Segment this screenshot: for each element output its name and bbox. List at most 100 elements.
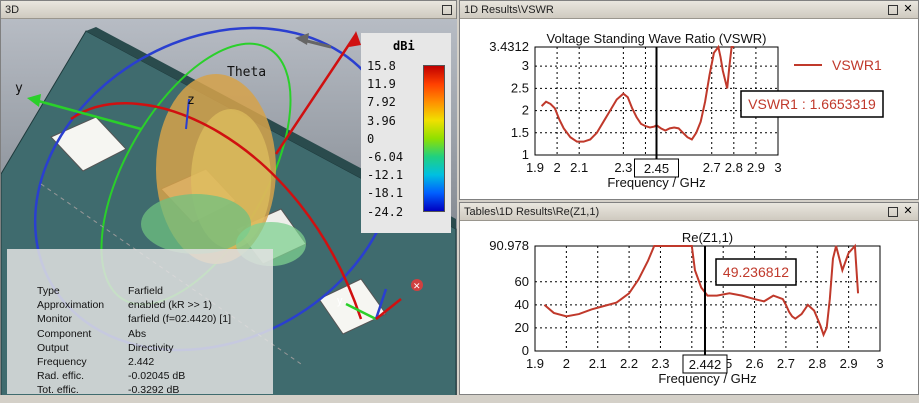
panel-vswr: 1D Results\VSWR ✕ Voltage Standing Wave …	[459, 0, 919, 200]
y-tick-label: 0	[522, 343, 529, 358]
legend-value: 15.8	[367, 59, 396, 73]
y-axis-arrowhead	[27, 94, 41, 107]
y-tick-label: 60	[515, 274, 529, 289]
legend-value: -18.1	[367, 186, 404, 201]
y-tick-label: 20	[515, 320, 529, 335]
marker-x-box	[634, 158, 679, 178]
x-tick-label: 2.9	[747, 160, 765, 175]
info-label: Rad. effic.	[37, 370, 85, 383]
legend-value: -12.1	[367, 168, 404, 183]
x-axis-label: Frequency / GHz	[658, 371, 756, 386]
panel-3d-title: 3D	[5, 4, 20, 16]
x-tick-label: 2.3	[651, 356, 669, 371]
info-value: Abs	[128, 327, 147, 340]
y-tick-label: 2	[522, 103, 529, 118]
legend-colorbar	[423, 65, 445, 212]
vswr-maximize-button[interactable]	[888, 5, 898, 15]
x-tick-label: 2.7	[703, 160, 721, 175]
y-tick-label: 90.978	[489, 238, 529, 253]
maximize-button[interactable]	[442, 5, 452, 15]
x-tick-label: 2	[553, 160, 560, 175]
info-label: Component	[37, 327, 92, 340]
info-value: enabled (kR >> 1)	[128, 299, 213, 312]
legend-unit: dBi	[393, 39, 415, 53]
x-tick-label: 2.6	[746, 356, 764, 371]
vswr-chart[interactable]: Voltage Standing Wave Ratio (VSWR) 1.9 2 2.…	[460, 19, 918, 199]
panel-rez: Tables\1D Results\Re(Z1,1) ✕ Re(Z1,1) 1.9…	[459, 202, 919, 395]
rez-close-button[interactable]: ✕	[903, 205, 913, 217]
x-tick-label: 3	[774, 160, 781, 175]
y-tick-label: 40	[515, 297, 529, 312]
info-label: Output	[37, 341, 69, 354]
panel-vswr-title: 1D Results\VSWR	[464, 4, 554, 16]
color-legend: dBi 15.8 11.9 7.92 3.96 0 -6.04 -12.1 -18.1 -24.…	[361, 33, 451, 233]
marker-value: VSWR1 : 1.6653319	[748, 96, 876, 112]
series-line	[543, 243, 860, 338]
x-tick-label: 3	[876, 356, 883, 371]
plot-frame	[534, 245, 881, 352]
x-tick-label: 2	[563, 356, 570, 371]
x-axis-label: Frequency / GHz	[607, 175, 705, 190]
legend-label: VSWR1	[832, 57, 882, 73]
red-arrowhead	[349, 31, 361, 47]
chart-title: Voltage Standing Wave Ratio (VSWR)	[547, 31, 767, 46]
x-tick-label: 2.3	[614, 160, 632, 175]
legend-value: -6.04	[367, 150, 404, 164]
marker-value-box	[740, 90, 884, 118]
legend-value: 7.92	[367, 95, 396, 110]
info-value: Farfield	[128, 285, 164, 297]
marker-value: 49.236812	[723, 264, 789, 280]
axis-z-label: z	[187, 93, 195, 108]
panel-3d: 3D	[0, 0, 457, 396]
info-value: Directivity	[128, 341, 174, 354]
x-tick-label: 2.1	[589, 356, 607, 371]
theta-arc	[70, 102, 363, 320]
farfield-3d-view[interactable]: ✕ y Theta y z dBi 15.8 11.9 7.92 3.96 0 -6.04…	[1, 19, 457, 396]
info-label: Tot. effic.	[37, 384, 79, 396]
info-value: 2.442	[128, 356, 155, 368]
legend-value: 11.9	[367, 77, 396, 92]
y-axis-line	[30, 97, 142, 131]
x-tick-label: 2.7	[777, 356, 795, 371]
info-value: farfield (f=02.4420) [1]	[128, 313, 232, 326]
x-tick-label: 2.8	[725, 160, 743, 175]
status-strip	[0, 395, 919, 403]
vswr-close-button[interactable]: ✕	[903, 3, 913, 15]
info-label: Monitor	[37, 313, 73, 326]
panel-vswr-titlebar: 1D Results\VSWR ✕	[460, 1, 918, 19]
panel-rez-title: Tables\1D Results\Re(Z1,1)	[464, 206, 600, 218]
theta-label: Theta	[227, 65, 267, 80]
y-tick-label: 1	[522, 147, 529, 162]
patch-1	[50, 116, 127, 172]
chart-title: Re(Z1,1)	[682, 230, 733, 245]
rez-maximize-button[interactable]	[888, 207, 898, 217]
z-axis-line	[185, 98, 190, 130]
y-tick-label: 3.4312	[489, 39, 529, 54]
panel-3d-titlebar: 3D	[1, 1, 456, 19]
triad-y-label: y	[337, 295, 343, 307]
svg-text:✕: ✕	[413, 281, 421, 291]
y-tick-label: 1.5	[511, 125, 529, 140]
side-lobe-1	[141, 194, 251, 254]
rez-chart[interactable]: Re(Z1,1)1.922.12.22.32.42.52.62.72.82.93…	[460, 221, 918, 394]
legend-value: 0	[367, 131, 375, 146]
triad-x	[375, 298, 402, 320]
info-label: Frequency	[37, 356, 87, 368]
y-tick-label: 2.5	[511, 80, 529, 95]
series-line	[540, 44, 734, 143]
triad-z	[374, 288, 388, 320]
x-tick-label: 1.9	[526, 160, 544, 175]
legend-value: -24.2	[367, 204, 404, 219]
marker-x-value: 2.442	[689, 357, 722, 372]
red-axis	[274, 33, 358, 155]
x-tick-label: 2.1	[570, 160, 588, 175]
info-label: Approximation	[37, 299, 105, 312]
marker-value-box	[715, 258, 797, 286]
x-tick-label: 1.9	[526, 356, 544, 371]
marker-x-value: 2.45	[644, 161, 669, 176]
info-value: -0.02045 dB	[128, 370, 186, 383]
triad-y	[345, 302, 377, 321]
info-label: Type	[37, 285, 60, 297]
panel-rez-titlebar: Tables\1D Results\Re(Z1,1) ✕	[460, 203, 918, 221]
close-marker-icon[interactable]	[411, 279, 423, 291]
